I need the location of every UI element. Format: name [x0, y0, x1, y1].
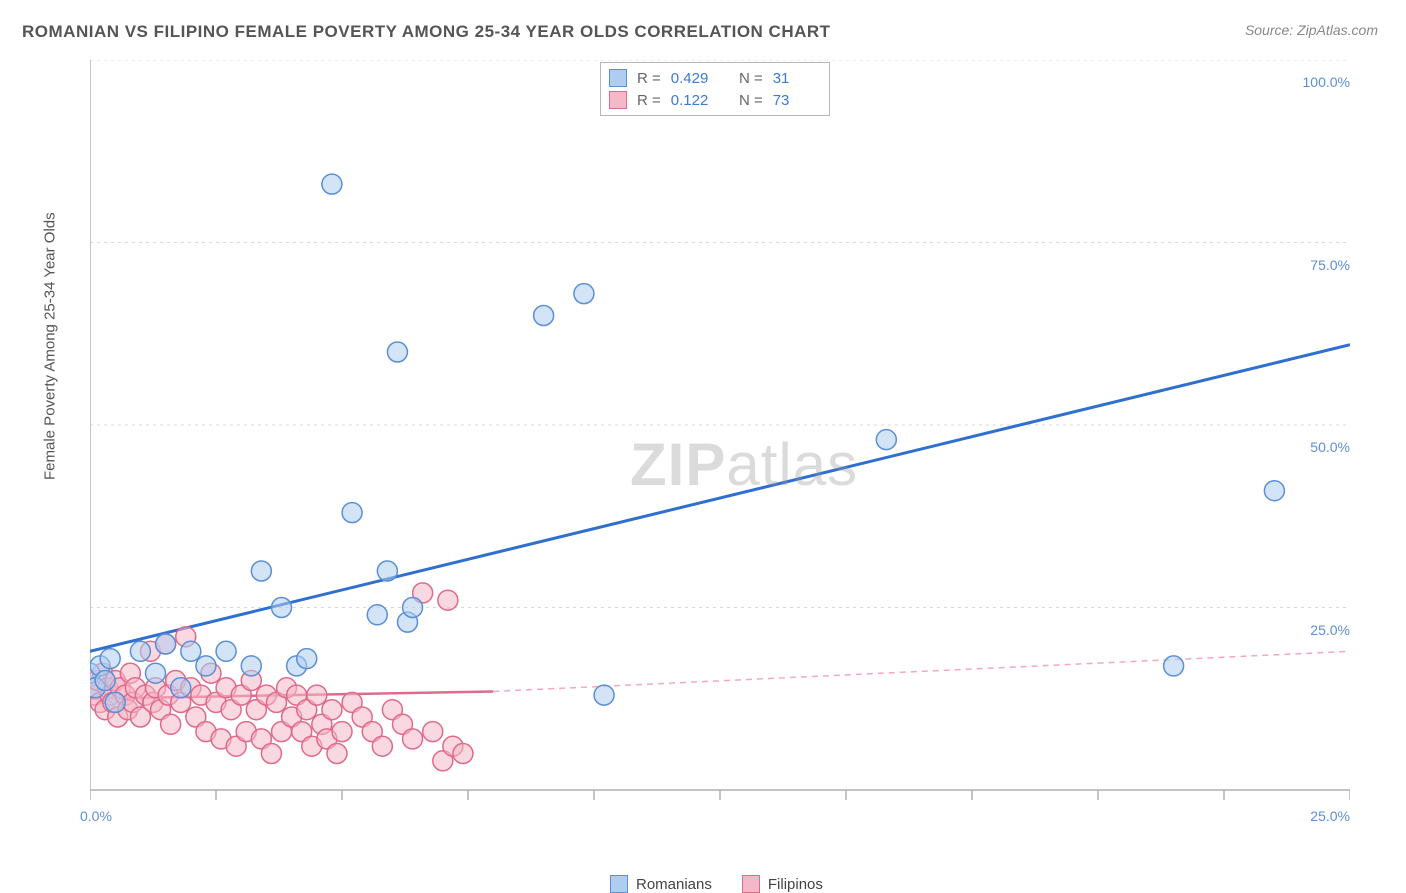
x-origin-label: 0.0%	[80, 808, 112, 824]
legend-swatch	[742, 875, 760, 893]
legend-row: R = 0.122 N = 73	[609, 89, 817, 111]
n-value: 31	[773, 70, 817, 87]
legend-swatch	[609, 69, 627, 87]
y-tick-label: 50.0%	[1310, 439, 1350, 455]
y-tick-label: 75.0%	[1310, 257, 1350, 273]
legend-swatch	[609, 91, 627, 109]
r-value: 0.122	[671, 92, 715, 109]
legend-row: R = 0.429 N = 31	[609, 67, 817, 89]
series-legend-item: Romanians	[610, 875, 712, 893]
chart-title: ROMANIAN VS FILIPINO FEMALE POVERTY AMON…	[22, 22, 831, 42]
source-value: ZipAtlas.com	[1297, 22, 1378, 38]
correlation-legend: R = 0.429 N = 31R = 0.122 N = 73	[600, 62, 830, 116]
series-name: Romanians	[636, 876, 712, 893]
r-label: R =	[637, 92, 661, 109]
series-name: Filipinos	[768, 876, 823, 893]
y-axis-label: Female Poverty Among 25-34 Year Olds	[42, 212, 59, 480]
source-attribution: Source: ZipAtlas.com	[1245, 22, 1378, 38]
series-legend-item: Filipinos	[742, 875, 823, 893]
x-end-label: 25.0%	[1310, 808, 1350, 824]
scatter-plot	[90, 60, 1350, 870]
legend-swatch	[610, 875, 628, 893]
r-label: R =	[637, 70, 661, 87]
chart-area: Female Poverty Among 25-34 Year Olds ZIP…	[50, 60, 1360, 830]
n-label: N =	[739, 70, 763, 87]
y-tick-label: 25.0%	[1310, 622, 1350, 638]
y-tick-label: 100.0%	[1303, 74, 1350, 90]
source-label: Source:	[1245, 22, 1293, 38]
series-legend: Romanians Filipinos	[610, 875, 823, 893]
n-label: N =	[739, 92, 763, 109]
r-value: 0.429	[671, 70, 715, 87]
n-value: 73	[773, 92, 817, 109]
